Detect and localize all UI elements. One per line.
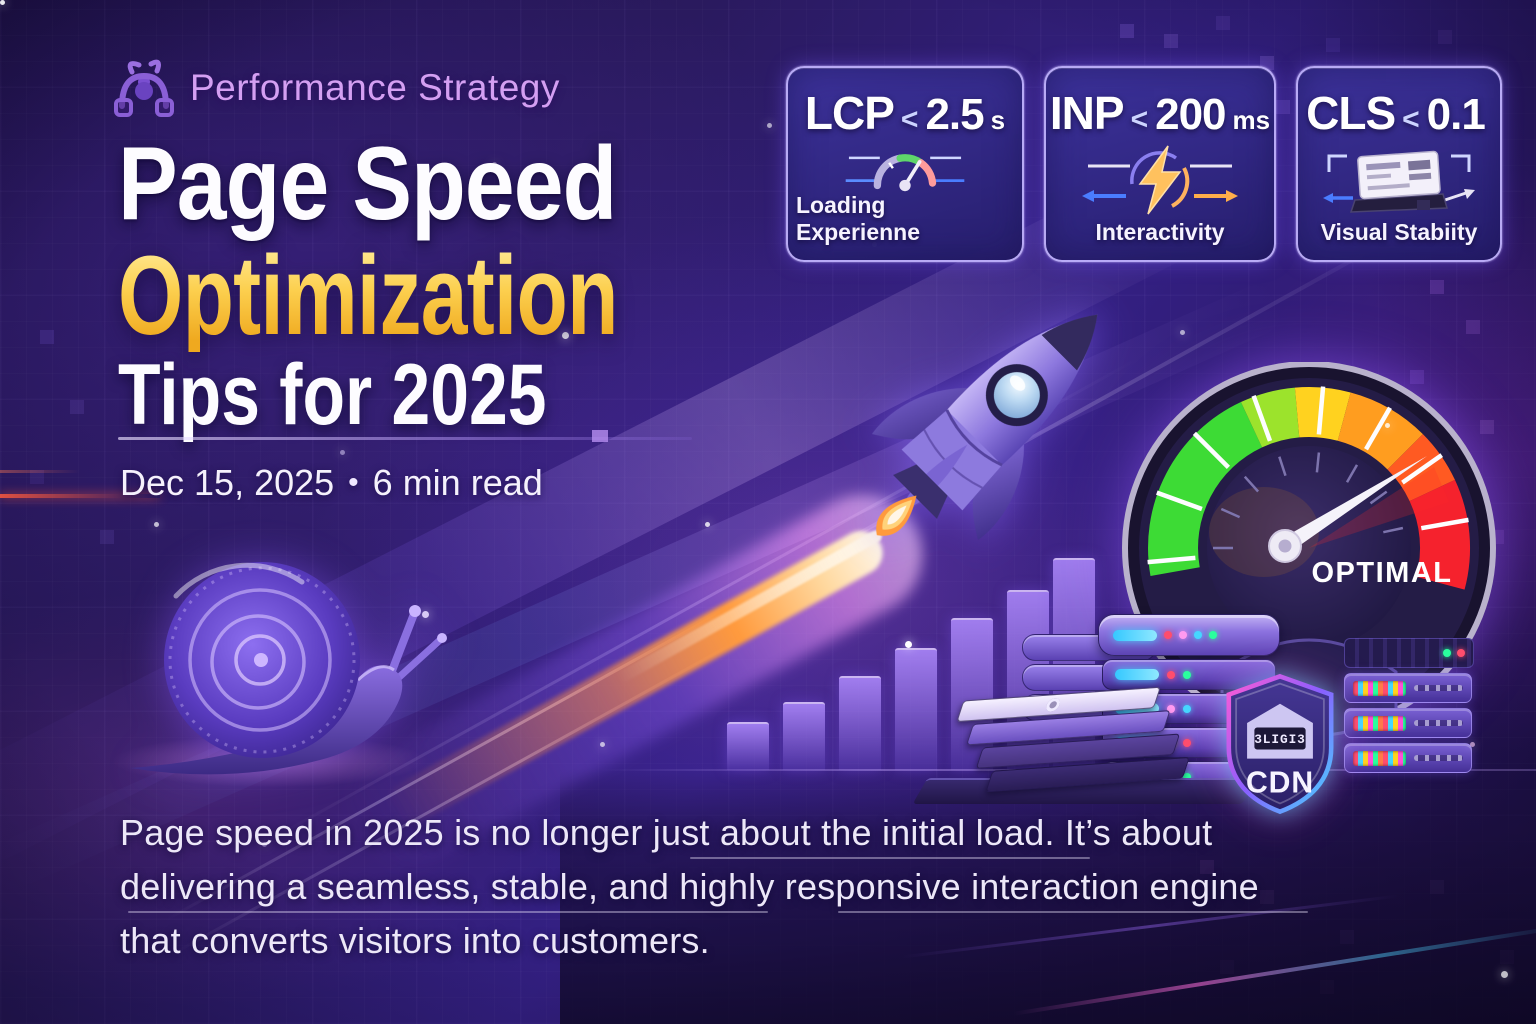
post-date: Dec 15, 2025 (120, 462, 335, 503)
title-line-1: Page Speed (118, 126, 617, 242)
title-line-2: Optimization (118, 233, 618, 358)
metric-value: 0.1 (1426, 90, 1486, 139)
rocket-illustration (871, 314, 1098, 541)
cdn-shield-illustration: 3LIGI3 CDN (1226, 673, 1334, 815)
led (1179, 631, 1187, 639)
metric-name: CLS (1306, 87, 1396, 139)
title-divider (118, 437, 692, 440)
metric-value-line: LCP < 2.5 s (805, 86, 1005, 140)
gauge-status-label: OPTIMAL (1312, 557, 1453, 589)
server-unit (1344, 708, 1472, 738)
server-unit (1098, 614, 1280, 656)
paragraph-line-3: that converts visitors into customers. (120, 920, 710, 961)
comparator: < (1402, 103, 1420, 136)
metric-card-inp: INP < 200 ms Interactivity (1044, 66, 1276, 262)
decorative-underline (838, 911, 1308, 913)
led (1183, 704, 1191, 713)
decorative-underline (690, 857, 1090, 859)
metric-unit: s (990, 105, 1006, 135)
metric-value: 200 (1155, 90, 1226, 139)
port-row (1413, 720, 1463, 726)
brand-name: Performance Strategy (190, 67, 560, 108)
led (1183, 670, 1191, 679)
led-strip (1113, 629, 1157, 641)
snail-body (130, 665, 403, 775)
snail-tentacle (392, 636, 444, 684)
metric-unit: ms (1232, 105, 1271, 135)
shifting-card (1357, 150, 1441, 199)
metric-name: INP (1049, 87, 1125, 139)
metric-value-line: CLS < 0.1 (1306, 86, 1492, 140)
metric-label: Loading Experienne (796, 192, 920, 245)
speed-gauge-icon (845, 154, 965, 192)
led-band (1353, 750, 1406, 766)
rocket-fin (972, 441, 1024, 541)
led (1457, 649, 1465, 657)
cdn-label: CDN (1246, 766, 1314, 799)
lightning-bolt-icon (1082, 145, 1238, 214)
chart-bar (895, 648, 937, 770)
port-row (1413, 685, 1463, 691)
chart-bar (839, 676, 881, 770)
metric-card-cls: CLS < 0.1 Visual Stabiity (1296, 66, 1502, 262)
server-unit (1102, 659, 1276, 690)
server-unit (1344, 673, 1472, 703)
layout-shift-icon (1323, 150, 1475, 213)
metric-value: 2.5 (925, 90, 984, 139)
port-row (1413, 755, 1463, 761)
led (1167, 704, 1175, 713)
paragraph-line-1: Page speed in 2025 is no longer just abo… (120, 812, 1213, 853)
title-line-3: Tips for 2025 (118, 347, 547, 443)
gauge-needle (1280, 456, 1427, 553)
floor-shadow (560, 768, 1536, 1024)
metric-card-lcp: LCP < 2.5 s Loading Experienne (786, 66, 1024, 262)
led (1183, 772, 1191, 781)
snail-logo-icon (114, 59, 174, 117)
led-band (1353, 680, 1406, 696)
post-meta: Dec 15, 2025 • 6 min read (120, 462, 543, 504)
metric-label: Visual Stabiity (1320, 219, 1478, 245)
rocket-fin (871, 388, 971, 440)
rocket-nozzle (893, 464, 948, 519)
paragraph-line-2: delivering a seamless, stable, and highl… (120, 866, 1259, 907)
metric-label: Interactivity (1095, 219, 1225, 245)
decorative-underline (128, 911, 768, 913)
bolt-glyph (1138, 145, 1182, 214)
read-time: 6 min read (372, 462, 543, 503)
chart-bar (783, 702, 825, 770)
led-band (1353, 715, 1406, 731)
shield-badge-text: 3LIGI3 (1254, 732, 1306, 747)
bullet-separator: • (348, 466, 359, 499)
led (1167, 670, 1175, 679)
red-streak (0, 494, 160, 498)
led (1194, 631, 1202, 639)
metric-name: LCP (804, 87, 895, 139)
needle-glow (1309, 467, 1449, 548)
server-unit (1344, 743, 1472, 773)
led (1183, 738, 1191, 747)
snail-illustration (130, 562, 447, 775)
snail-tentacle (386, 610, 418, 680)
card-stack-illustration (956, 682, 1190, 793)
chart-bar (727, 722, 769, 770)
led-strip (1115, 669, 1159, 680)
led (1164, 631, 1172, 639)
sparkles-layer (0, 0, 5, 5)
comparator: < (1130, 103, 1149, 136)
divider-pixel (592, 430, 608, 442)
gauge-minor-ticks (1213, 452, 1404, 550)
gauge-major-ticks (1147, 386, 1469, 565)
comparator: < (900, 103, 919, 136)
rack-vent (1344, 638, 1474, 668)
led (1443, 649, 1451, 657)
intro-paragraph: Page speed in 2025 is no longer just abo… (120, 806, 1259, 968)
brand-header: Performance Strategy (112, 58, 560, 118)
rocket-nose (1041, 314, 1098, 371)
red-streak (0, 470, 80, 473)
server-rack-illustration (1344, 638, 1474, 773)
metric-value-line: INP < 200 ms (1050, 86, 1270, 140)
led (1209, 631, 1217, 639)
